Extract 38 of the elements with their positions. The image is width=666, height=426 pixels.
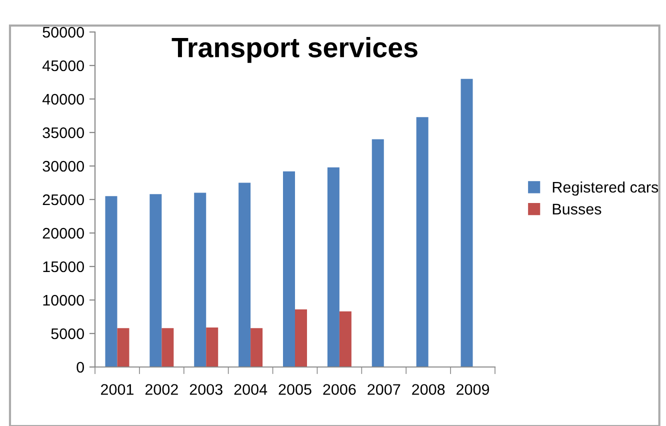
y-tick-label: 40000 (42, 94, 84, 105)
y-tick-label: 50000 (42, 26, 84, 38)
bar (194, 192, 206, 367)
x-tick-label: 2009 (456, 384, 490, 395)
y-tick-label: 20000 (42, 228, 84, 239)
y-tick-label: 10000 (43, 294, 84, 306)
y-tick-label: 15000 (43, 261, 84, 272)
bar (250, 328, 263, 367)
bar (117, 328, 130, 367)
bar (283, 171, 295, 367)
x-tick-label: 2005 (278, 384, 312, 395)
bar (416, 117, 428, 367)
y-tick-label: 0 (76, 362, 84, 373)
x-tick-label: 2004 (234, 384, 268, 395)
x-tick-label: 2008 (412, 384, 445, 395)
x-tick-label: 2007 (368, 384, 400, 395)
x-tick-label: 2002 (145, 384, 178, 395)
y-tick-label: 35000 (42, 127, 84, 138)
legend-label: Registered cars (552, 181, 658, 196)
bar (460, 78, 473, 367)
y-tick-label: 30000 (42, 160, 84, 172)
bar (295, 309, 307, 367)
legend-label: Busses (552, 204, 602, 215)
bar (372, 139, 384, 367)
bar (105, 196, 118, 367)
bar (339, 311, 352, 367)
x-tick-label: 2001 (101, 384, 134, 395)
y-tick-label: 45000 (42, 60, 84, 72)
x-tick-label: 2003 (190, 384, 222, 395)
y-tick-label: 5000 (51, 328, 84, 340)
chart-title: Transport services (172, 37, 418, 63)
bar (162, 328, 174, 367)
bar (327, 167, 340, 367)
bar (150, 194, 162, 367)
x-tick-label: 2006 (323, 384, 356, 395)
bar (238, 182, 251, 367)
bar (206, 327, 218, 367)
y-tick-label: 25000 (42, 194, 84, 206)
